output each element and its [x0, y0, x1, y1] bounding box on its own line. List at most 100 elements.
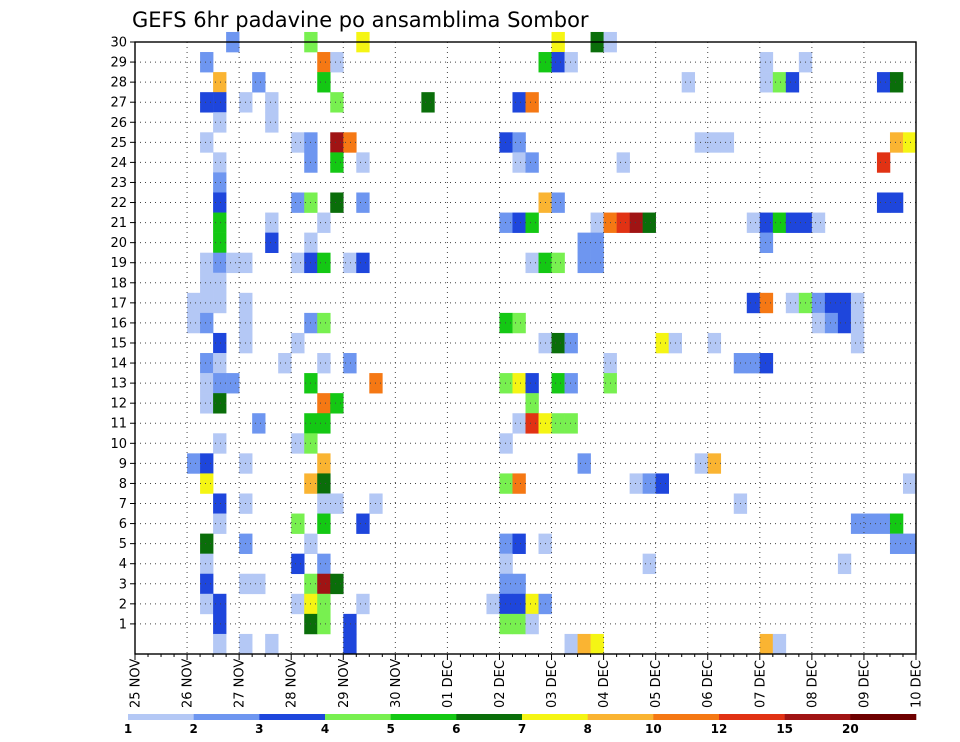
heatmap-cell: [343, 132, 357, 153]
heatmap-cell: [317, 52, 331, 73]
heatmap-cell: [213, 112, 227, 133]
heatmap-cell: [330, 192, 344, 213]
grid-lines: [135, 41, 916, 654]
heatmap-cell: [356, 252, 370, 274]
heatmap-cell: [811, 312, 826, 334]
heatmap-cell: [200, 92, 214, 113]
heatmap-cell: [902, 132, 917, 153]
heatmap-cell: [343, 613, 357, 635]
heatmap-cell: [746, 212, 761, 233]
heatmap-cell: [551, 373, 565, 394]
heatmap-cell: [564, 52, 578, 73]
heatmap-cell: [889, 192, 904, 213]
heatmap-cell: [681, 72, 696, 93]
heatmap-cell: [213, 373, 227, 394]
heatmap-cell: [746, 353, 761, 374]
y-tick-label: 17: [110, 296, 127, 311]
heatmap-cell: [499, 473, 513, 494]
heatmap-cell: [512, 413, 526, 434]
heatmap-cell: [512, 92, 526, 113]
y-tick-label: 1: [119, 617, 127, 632]
heatmap-cell: [239, 633, 253, 655]
y-tick-label: 24: [110, 156, 127, 171]
x-tick-label: 07 DEC: [753, 660, 768, 708]
heatmap-cell: [291, 593, 305, 615]
colorbar-swatch: [587, 714, 654, 720]
colorbar: 1 2 3 4 5 6 7 8 10 12 15 20: [124, 714, 917, 736]
heatmap-cell: [785, 72, 800, 93]
heatmap-cell: [200, 353, 214, 374]
y-tick-label: 9: [119, 457, 127, 472]
heatmap-cell: [265, 92, 279, 113]
heatmap-cell: [317, 473, 331, 494]
heatmap-cell: [499, 553, 513, 575]
heatmap-cell: [759, 633, 774, 655]
colorbar-label: 3: [255, 722, 263, 736]
heatmap-cell: [525, 152, 539, 173]
chart-title: GEFS 6hr padavine po ansamblima Sombor: [132, 8, 589, 32]
colorbar-label: 1: [124, 722, 132, 736]
heatmap-cell: [525, 613, 539, 635]
heatmap-cell: [330, 493, 344, 514]
heatmap-cell: [200, 553, 214, 575]
heatmap-cell: [213, 272, 227, 294]
heatmap-cells: [187, 31, 917, 655]
heatmap-cell: [759, 292, 774, 314]
heatmap-cell: [577, 633, 591, 655]
heatmap-cell: [291, 252, 305, 274]
colorbar-swatch: [456, 714, 523, 720]
colorbar-swatch: [193, 714, 260, 720]
heatmap-cell: [512, 312, 526, 334]
heatmap-cell: [200, 272, 214, 294]
colorbar-label: 4: [321, 722, 329, 736]
heatmap-cell: [564, 373, 578, 394]
colorbar-swatch: [719, 714, 785, 720]
heatmap-cell: [317, 593, 331, 615]
heatmap-cell: [902, 533, 917, 554]
x-tick-label: 03 DEC: [545, 660, 560, 708]
heatmap-cell: [317, 393, 331, 414]
heatmap-cell: [213, 172, 227, 193]
y-axis-ticks: 1234567891011121314151617181920212223242…: [110, 36, 135, 632]
y-tick-label: 12: [110, 397, 127, 412]
colorbar-label: 8: [583, 722, 591, 736]
x-tick-label: 28 NOV: [285, 659, 300, 708]
heatmap-cell: [499, 132, 513, 153]
x-tick-label: 02 DEC: [493, 660, 508, 708]
heatmap-cell: [317, 573, 331, 595]
heatmap-cell: [590, 212, 604, 233]
heatmap-cell: [512, 473, 526, 494]
heatmap-cell: [330, 132, 344, 153]
colorbar-label: 2: [189, 722, 197, 736]
heatmap-cell: [629, 212, 643, 233]
y-tick-label: 15: [110, 336, 127, 351]
heatmap-cell: [200, 453, 214, 474]
heatmap-cell: [837, 553, 852, 575]
heatmap-cell: [577, 252, 591, 274]
colorbar-label: 10: [645, 722, 662, 736]
heatmap-cell: [213, 72, 227, 93]
heatmap-cell: [525, 593, 539, 615]
heatmap-cell: [317, 553, 331, 575]
heatmap-cell: [213, 613, 227, 635]
heatmap-cell: [694, 132, 709, 153]
heatmap-cell: [317, 353, 331, 374]
heatmap-cell: [499, 593, 513, 615]
heatmap-cell: [213, 152, 227, 173]
heatmap-cell: [213, 513, 227, 534]
x-tick-label: 25 NOV: [129, 659, 144, 708]
y-tick-label: 6: [119, 517, 127, 532]
colorbar-swatch: [325, 714, 391, 720]
heatmap-cell: [590, 232, 604, 253]
heatmap-cell: [525, 413, 539, 434]
heatmap-cell: [564, 332, 578, 354]
heatmap-cell: [213, 212, 227, 233]
heatmap-cell: [525, 252, 539, 274]
x-tick-label: 05 DEC: [649, 660, 664, 708]
colorbar-swatch: [259, 714, 326, 720]
heatmap-cell: [655, 332, 669, 354]
heatmap-cell: [356, 152, 370, 173]
heatmap-cell: [291, 192, 305, 213]
heatmap-cell: [642, 212, 656, 233]
heatmap-cell: [720, 132, 735, 153]
